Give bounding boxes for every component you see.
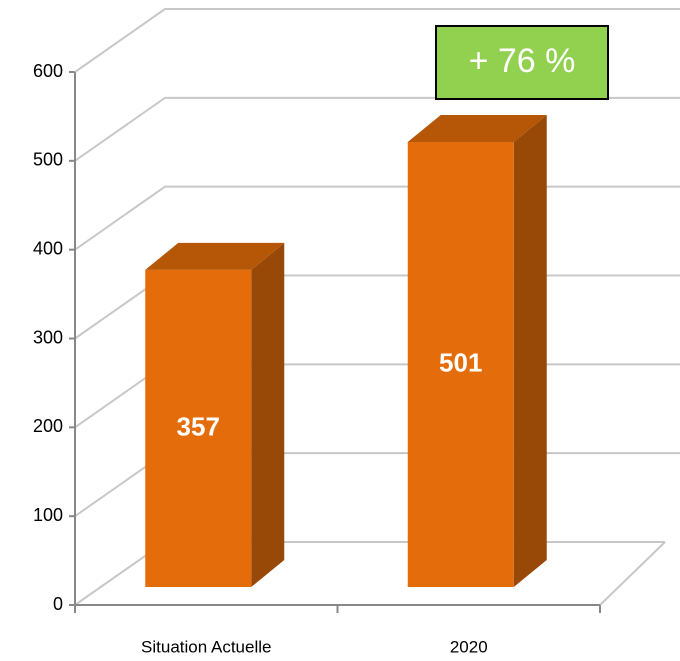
value-label: 501 [439,347,482,377]
bar [145,242,285,588]
bar-side [513,114,547,587]
y-tick-label: 100 [33,505,63,525]
grid-line [74,8,680,73]
grid-line [74,96,680,162]
bar-top [407,114,547,142]
y-tick-label: 0 [53,594,63,614]
floor-edge [599,541,666,606]
bar-front [407,141,514,587]
y-tick-label: 300 [33,327,63,347]
y-tick-label: 200 [33,416,63,436]
x-tick-label: Situation Actuelle [141,637,271,656]
annotation-box [435,25,609,100]
bar [407,114,547,587]
bar-front [145,269,252,587]
bar-top [145,242,285,270]
x-tick-label: 2020 [450,637,488,656]
bar-side [251,242,285,588]
y-tick-label: 400 [33,238,63,258]
grid-line [74,185,680,251]
y-tick-label: 600 [33,61,63,81]
annotation: + 76 % [469,42,576,80]
value-label: 357 [177,411,220,441]
annotation-group: + 76 % [435,25,609,100]
y-tick-label: 500 [33,150,63,170]
